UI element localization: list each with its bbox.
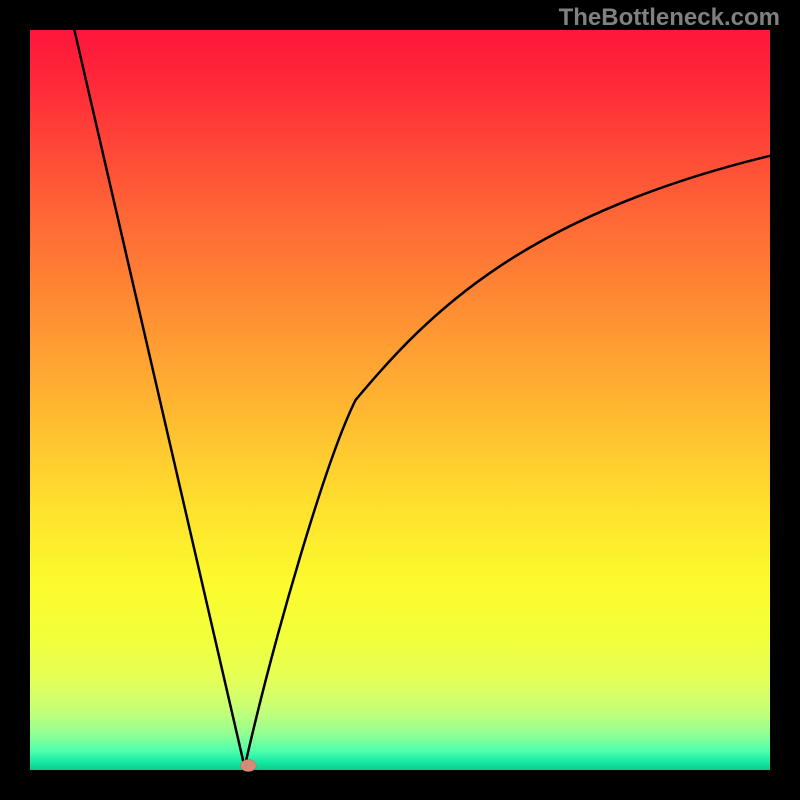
watermark-text: TheBottleneck.com <box>559 4 780 32</box>
bottleneck-chart <box>0 0 800 800</box>
optimal-marker <box>240 760 256 772</box>
chart-container: TheBottleneck.com <box>0 0 800 800</box>
plot-background <box>30 30 770 770</box>
